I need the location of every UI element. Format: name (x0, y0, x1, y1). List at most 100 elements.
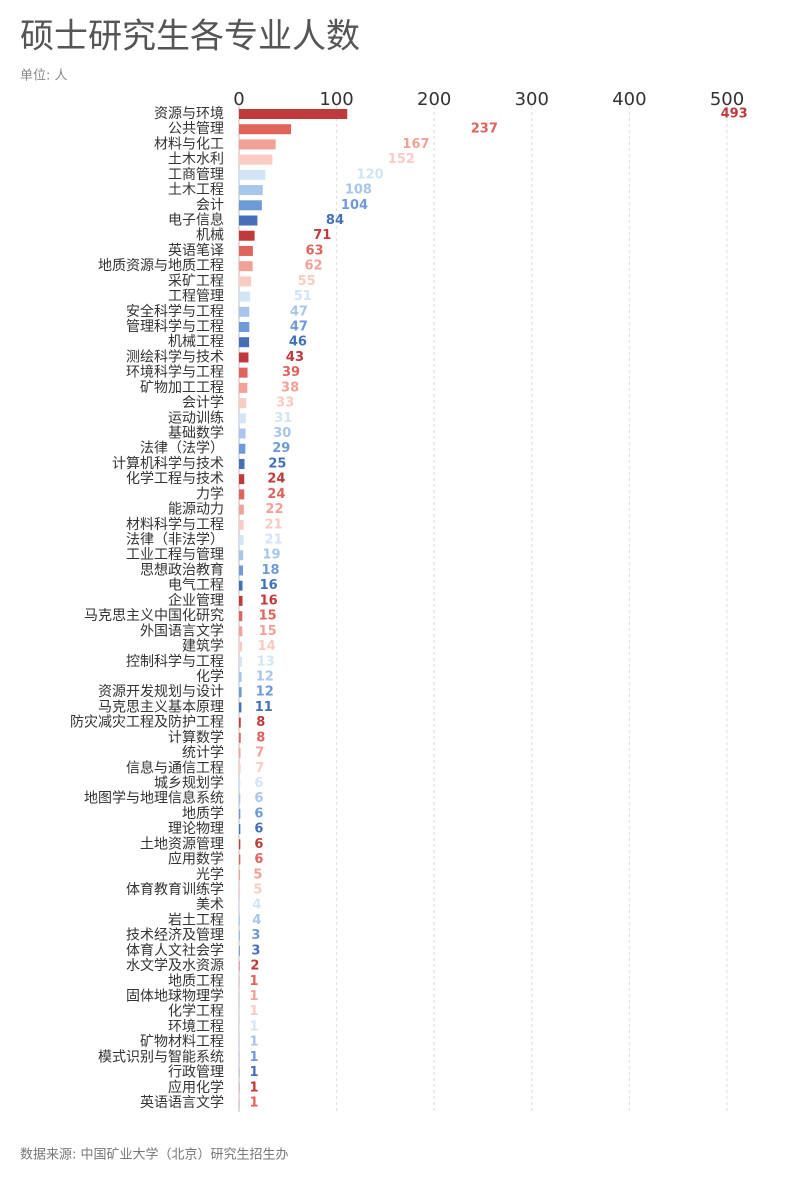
value-label: 5 (253, 867, 262, 882)
bar (239, 900, 240, 911)
category-label: 体育教育训练学 (126, 882, 224, 898)
category-label: 能源动力 (168, 502, 224, 518)
category-label: 矿物材料工程 (140, 1034, 224, 1050)
category-label: 机械工程 (168, 334, 224, 350)
x-tick-label: 200 (417, 89, 451, 110)
value-label: 3 (251, 928, 260, 943)
category-label: 资源开发规划与设计 (98, 684, 224, 700)
bar (239, 382, 248, 393)
category-label: 应用化学 (168, 1079, 224, 1096)
category-label: 工业工程与管理 (126, 547, 224, 563)
bar (239, 748, 241, 759)
category-label: 地质学 (182, 806, 224, 822)
x-tick-label: 500 (710, 89, 744, 110)
value-label: 4 (252, 898, 261, 913)
bar (239, 808, 241, 819)
category-label: 计算数学 (168, 730, 224, 746)
bar (239, 656, 242, 667)
category-label: 材料与化工 (154, 136, 224, 152)
value-label: 15 (259, 624, 277, 639)
category-label: 土木水利 (168, 152, 224, 168)
bar (239, 322, 250, 333)
category-label: 基础数学 (168, 425, 224, 442)
category-label: 矿物加工工程 (140, 380, 224, 396)
value-label: 11 (255, 700, 273, 715)
bar (239, 687, 242, 698)
value-label: 152 (388, 152, 415, 167)
category-label: 测绘科学与技术 (126, 349, 224, 365)
value-label: 24 (267, 472, 285, 487)
category-label: 模式识别与智能系统 (98, 1049, 224, 1065)
value-label: 71 (313, 228, 331, 243)
value-label: 84 (326, 213, 344, 228)
category-label: 环境工程 (168, 1019, 224, 1035)
value-label: 6 (254, 776, 263, 791)
value-label: 8 (256, 730, 265, 745)
bar (239, 611, 243, 622)
value-label: 1 (249, 989, 258, 1004)
bar (239, 276, 252, 287)
category-label: 马克思主义中国化研究 (84, 608, 224, 624)
category-label: 电子信息 (168, 212, 224, 229)
chart-title: 硕士研究生各专业人数 (20, 17, 360, 57)
category-label: 企业管理 (168, 592, 224, 609)
bar (239, 139, 276, 150)
category-label: 城乡规划学 (154, 775, 224, 791)
bar (239, 793, 241, 804)
category-label: 计算机科学与技术 (112, 456, 224, 472)
value-label: 493 (721, 107, 748, 122)
x-tick-label: 0 (233, 89, 244, 110)
bar (239, 398, 247, 409)
source-note: 数据来源: 中国矿业大学（北京）研究生招生办 (20, 1147, 289, 1163)
value-label: 22 (265, 502, 283, 517)
category-label: 电气工程 (168, 578, 224, 594)
category-label: 法律（法学） (140, 441, 224, 457)
value-label: 43 (286, 350, 304, 365)
value-label: 104 (341, 198, 368, 213)
category-label: 地质工程 (168, 973, 224, 989)
category-label: 会计学 (182, 395, 224, 411)
value-label: 1 (249, 1080, 258, 1095)
category-label: 工商管理 (168, 167, 224, 183)
value-label: 1 (249, 1065, 258, 1080)
value-label: 3 (251, 943, 260, 958)
value-label: 5 (253, 882, 262, 897)
bar (239, 428, 246, 439)
value-label: 1 (249, 1035, 258, 1050)
category-label: 地图学与地理信息系统 (84, 790, 224, 807)
category-label: 采矿工程 (168, 273, 224, 289)
value-label: 33 (276, 396, 294, 411)
bar (239, 185, 263, 196)
value-label: 16 (260, 593, 278, 608)
bar (239, 550, 244, 561)
bar (239, 945, 240, 956)
category-label: 化学 (196, 669, 224, 685)
value-label: 4 (252, 913, 261, 928)
category-label: 法律（非法学） (126, 532, 224, 548)
bar (239, 580, 243, 591)
category-label: 技术经济及管理 (126, 928, 224, 944)
category-label: 力学 (196, 486, 224, 502)
bar (239, 595, 243, 606)
value-label: 47 (290, 304, 308, 319)
bar (239, 763, 241, 774)
category-label: 建筑学 (182, 639, 224, 655)
bar (239, 869, 241, 880)
value-label: 14 (258, 639, 276, 654)
value-label: 1 (249, 1050, 258, 1065)
bar (239, 352, 249, 363)
value-label: 12 (256, 685, 274, 700)
bar (239, 641, 243, 652)
value-label: 6 (254, 791, 263, 806)
bar (239, 154, 273, 165)
category-label: 地质资源与地质工程 (98, 258, 224, 274)
bar (239, 519, 244, 530)
value-label: 29 (272, 441, 290, 456)
value-label: 7 (255, 746, 264, 761)
bar (239, 215, 258, 226)
value-label: 15 (259, 609, 277, 624)
value-label: 1 (249, 1019, 258, 1034)
category-label: 统计学 (182, 745, 224, 761)
value-label: 16 (260, 578, 278, 593)
